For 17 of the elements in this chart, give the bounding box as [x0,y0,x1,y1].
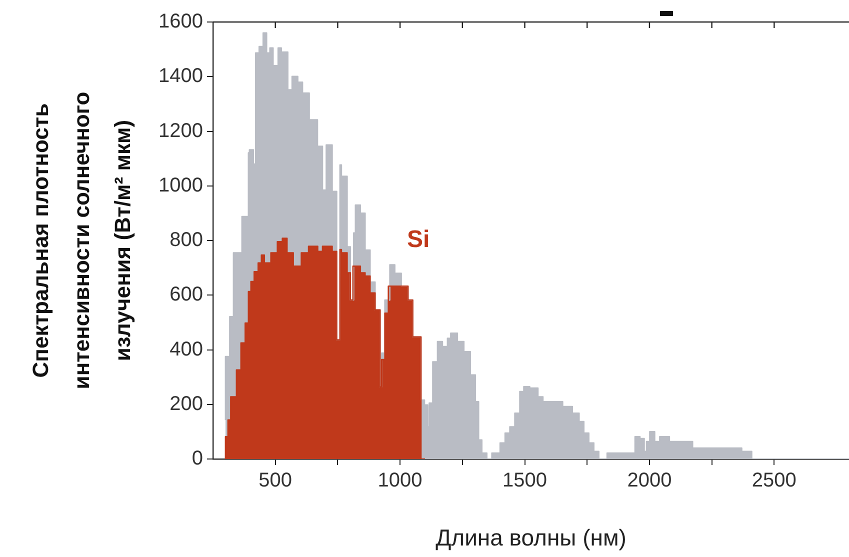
y-tick-label: 200 [170,392,203,415]
x-tick-label: 1500 [502,470,548,492]
x-tick-label: 1000 [378,470,422,492]
x-tick-label: 2500 [752,470,796,492]
y-tick-label: 400 [170,338,203,360]
y-tick-label: 1400 [158,65,203,88]
y-tick-label: 1200 [158,120,203,142]
annotation: Si [406,226,430,254]
y-tick-label: 1600 [158,10,203,33]
y-axis-title: Спектральная плотность интенсивности солнечного излучения (Вт/м² мкм) [28,92,136,390]
x-tick-label: 2000 [627,470,672,492]
y-tick-label: 0 [192,448,203,470]
x-tick-label: 500 [258,470,292,492]
y-tick-label: 1000 [158,174,203,196]
y-tick-label: 800 [170,229,203,252]
y-tick-label: 600 [170,284,203,306]
x-axis-title: Длина волны (нм) [436,524,626,551]
